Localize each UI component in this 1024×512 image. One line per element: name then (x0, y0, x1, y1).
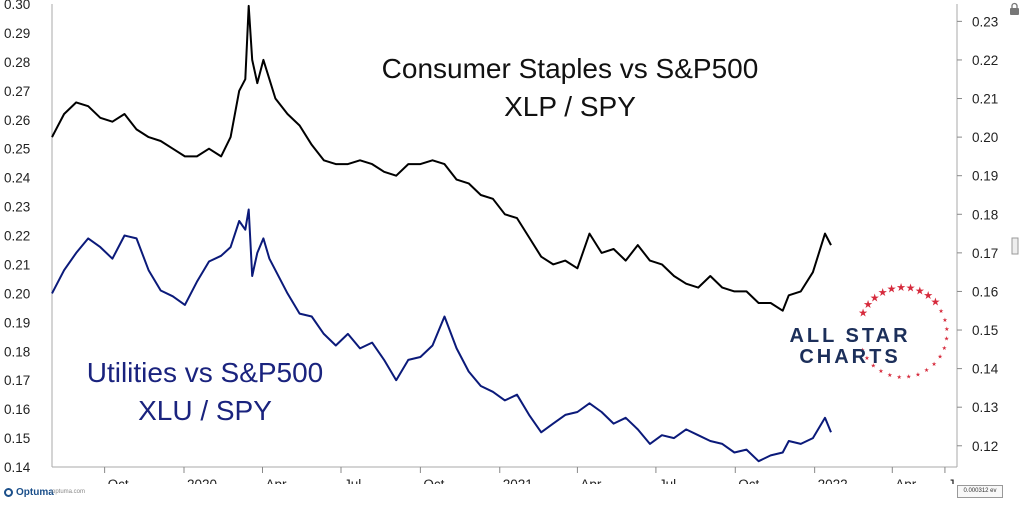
left-tick-label: 0.18 (4, 344, 30, 359)
brand-url[interactable]: optuma.com (52, 489, 86, 495)
logo-star-icon: ★ (924, 367, 929, 374)
left-tick-label: 0.30 (4, 0, 30, 12)
x-tick-label: Jul (659, 477, 676, 484)
left-tick-label: 0.14 (4, 460, 31, 475)
logo-star-icon: ★ (870, 292, 880, 304)
logo-star-icon: ★ (887, 372, 892, 379)
lock-icon (1010, 8, 1019, 15)
xlp-spy-line (51, 4, 832, 312)
xlu-spy-line (51, 208, 832, 463)
logo-star-icon: ★ (915, 371, 920, 378)
logo-star-icon: ★ (863, 299, 873, 311)
left-tick-label: 0.26 (4, 113, 30, 128)
bottom-title-line1: Utilities vs S&P500 (87, 357, 324, 388)
logo-star-icon: ★ (923, 290, 933, 302)
x-tick-label: Oct (108, 477, 129, 484)
left-tick-label: 0.21 (4, 257, 30, 272)
logo-star-icon: ★ (887, 284, 897, 296)
brand: Optuma (4, 487, 54, 498)
top-title-line2: XLP / SPY (504, 91, 636, 122)
right-tick-label: 0.12 (972, 439, 998, 454)
bottom-title-line2: XLU / SPY (138, 395, 272, 426)
logo-star-icon: ★ (942, 317, 947, 324)
right-tick-label: 0.21 (972, 92, 998, 107)
left-tick-label: 0.19 (4, 315, 30, 330)
logo-line1: ALL STAR (789, 325, 910, 347)
scale-value: 0.000312 (963, 488, 989, 494)
logo-star-icon: ★ (871, 362, 876, 369)
x-tick-label: J (948, 477, 955, 484)
logo-star-icon: ★ (864, 355, 869, 362)
logo-star-icon: ★ (878, 287, 888, 299)
left-tick-label: 0.28 (4, 55, 30, 70)
right-tick-label: 0.16 (972, 284, 998, 299)
logo-star-icon: ★ (915, 285, 925, 297)
right-tick-label: 0.19 (972, 169, 998, 184)
x-tick-label: 2021 (503, 477, 533, 484)
right-tick-label: 0.22 (972, 53, 998, 68)
x-tick-label: Apr (895, 477, 917, 484)
right-tick-label: 0.13 (972, 400, 998, 415)
right-tick-label: 0.17 (972, 246, 998, 261)
right-tick-label: 0.20 (972, 130, 998, 145)
right-tick-label: 0.15 (972, 323, 998, 338)
logo-star-icon: ★ (897, 374, 902, 381)
logo-star-icon: ★ (931, 361, 936, 368)
right-tick-label: 0.18 (972, 207, 998, 222)
left-tick-label: 0.24 (4, 171, 31, 186)
footer: Optuma optuma.com 0.000312 ev (0, 484, 1024, 512)
x-tick-label: Jul (344, 477, 361, 484)
x-tick-label: Apr (580, 477, 602, 484)
scale-suffix: ev (990, 488, 997, 494)
left-tick-label: 0.27 (4, 84, 30, 99)
x-tick-label: Oct (738, 477, 759, 484)
logo-star-icon: ★ (906, 374, 911, 381)
left-tick-label: 0.22 (4, 229, 30, 244)
left-tick-label: 0.25 (4, 142, 30, 157)
logo-star-icon: ★ (938, 308, 943, 315)
logo-star-icon: ★ (944, 336, 949, 343)
logo-star-icon: ★ (896, 282, 906, 294)
brand-name: Optuma (16, 487, 54, 498)
left-tick-label: 0.20 (4, 286, 30, 301)
scale-readout[interactable]: 0.000312 ev (957, 485, 1003, 498)
right-tick-label: 0.23 (972, 14, 998, 29)
logo-star-icon: ★ (860, 347, 865, 354)
scroll-handle (1011, 237, 1019, 255)
logo-star-icon: ★ (858, 307, 868, 319)
left-tick-label: 0.15 (4, 431, 30, 446)
lock-shackle (1011, 2, 1018, 8)
x-tick-label: Apr (266, 477, 288, 484)
left-tick-label: 0.23 (4, 200, 30, 215)
right-tick-label: 0.14 (972, 362, 999, 377)
logo-star-icon: ★ (944, 326, 949, 333)
logo-star-icon: ★ (937, 354, 942, 361)
left-tick-label: 0.29 (4, 26, 30, 41)
logo-star-icon: ★ (878, 368, 883, 375)
left-tick-label: 0.16 (4, 402, 30, 417)
top-title-line1: Consumer Staples vs S&P500 (382, 53, 759, 84)
x-tick-label: 2020 (187, 477, 217, 484)
x-tick-label: Oct (423, 477, 444, 484)
logo-star-icon: ★ (930, 296, 940, 308)
logo-star-icon: ★ (906, 283, 916, 295)
logo-star-icon: ★ (942, 345, 947, 352)
left-tick-label: 0.17 (4, 373, 30, 388)
optuma-logo-icon (4, 488, 13, 497)
x-tick-label: 2022 (818, 477, 848, 484)
logo-line2: CHARTS (799, 346, 900, 368)
chart-svg: 0.30 0.29 0.28 0.27 0.26 0.25 0.24 0.23 0.22 0.21… (4, 0, 1019, 492)
